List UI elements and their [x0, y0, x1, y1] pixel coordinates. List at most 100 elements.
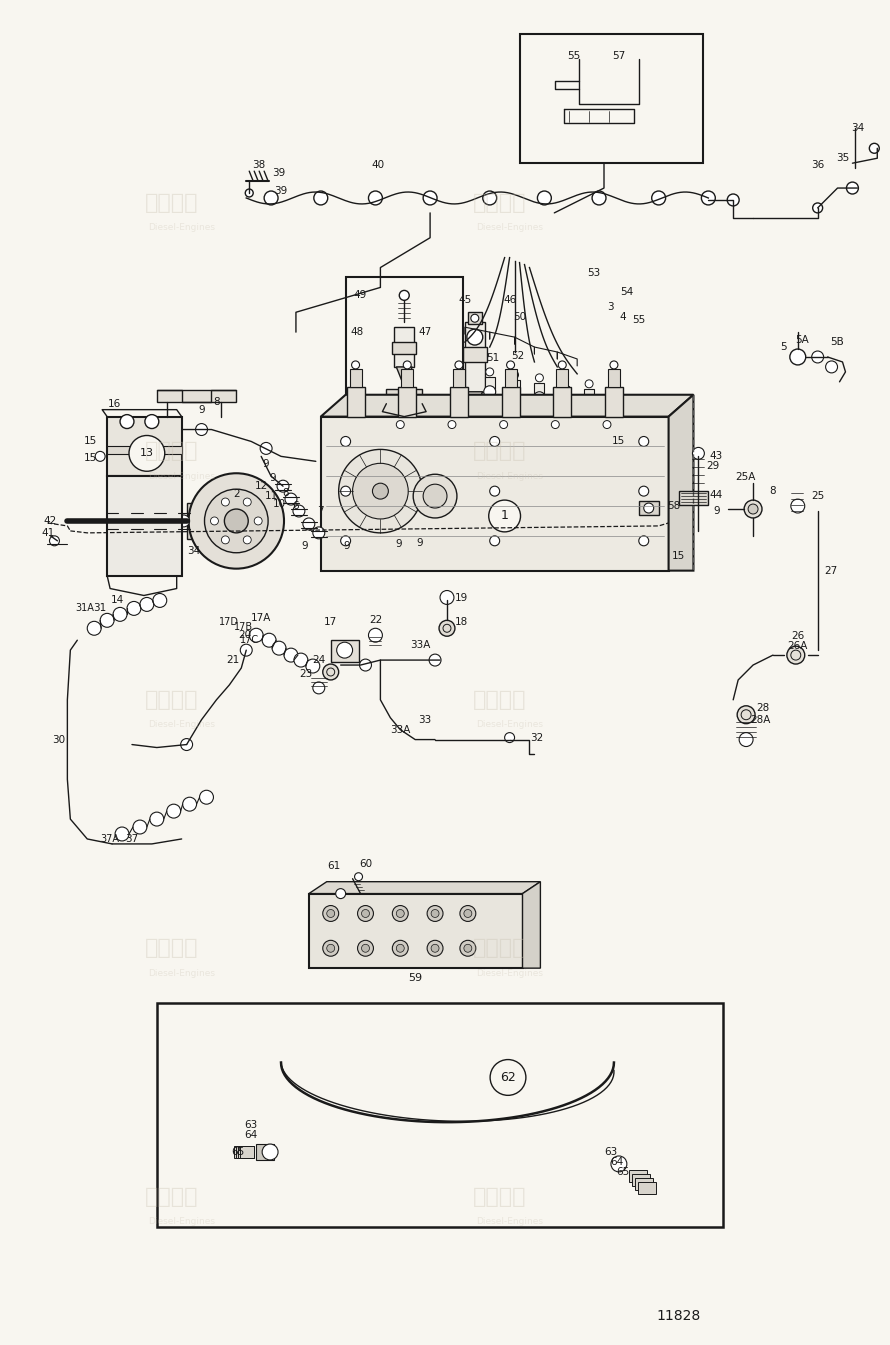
Text: 19: 19: [456, 593, 468, 604]
Text: 64: 64: [245, 1130, 258, 1141]
Circle shape: [120, 414, 134, 429]
Circle shape: [166, 804, 181, 818]
Polygon shape: [320, 394, 693, 417]
Text: 11828: 11828: [657, 1309, 700, 1323]
Circle shape: [639, 437, 649, 447]
Text: 55: 55: [632, 315, 645, 325]
Text: 18: 18: [456, 617, 468, 627]
Circle shape: [791, 499, 805, 512]
Circle shape: [490, 486, 499, 496]
Circle shape: [727, 194, 740, 206]
Text: 44: 44: [709, 490, 723, 500]
Bar: [639, 502, 659, 515]
Text: 49: 49: [354, 291, 368, 300]
Bar: [608, 369, 620, 387]
Circle shape: [182, 798, 197, 811]
Circle shape: [154, 515, 166, 527]
Bar: [256, 1145, 274, 1159]
Circle shape: [260, 443, 272, 455]
Bar: [107, 447, 182, 455]
Circle shape: [490, 437, 499, 447]
Circle shape: [558, 360, 566, 369]
Circle shape: [249, 628, 263, 642]
Bar: [638, 1182, 656, 1194]
Bar: [465, 323, 485, 391]
Circle shape: [263, 633, 276, 647]
Text: Diesel-Engines: Diesel-Engines: [476, 1217, 543, 1227]
Bar: [107, 417, 182, 476]
Text: 31A: 31A: [75, 604, 93, 613]
Circle shape: [285, 494, 297, 506]
Circle shape: [189, 473, 284, 569]
Circle shape: [789, 350, 805, 364]
Text: 26A: 26A: [788, 642, 808, 651]
Text: 5: 5: [781, 342, 787, 352]
Circle shape: [358, 905, 374, 921]
Circle shape: [323, 940, 339, 956]
Polygon shape: [396, 367, 412, 387]
Circle shape: [427, 905, 443, 921]
Circle shape: [358, 940, 374, 956]
Circle shape: [460, 940, 476, 956]
Text: 5A: 5A: [795, 335, 809, 346]
Circle shape: [536, 374, 544, 382]
Bar: [453, 369, 465, 387]
Circle shape: [558, 394, 570, 406]
Text: 63: 63: [604, 1147, 618, 1157]
Text: Diesel-Engines: Diesel-Engines: [148, 720, 215, 729]
Text: 紫发动力: 紫发动力: [473, 1186, 526, 1206]
Circle shape: [506, 360, 514, 369]
Circle shape: [293, 506, 305, 516]
Text: 紫发动力: 紫发动力: [473, 690, 526, 710]
Circle shape: [392, 940, 409, 956]
Circle shape: [361, 909, 369, 917]
Circle shape: [448, 421, 456, 429]
Text: 8: 8: [283, 488, 289, 498]
Text: 2: 2: [233, 490, 239, 499]
Circle shape: [224, 508, 248, 533]
Bar: [345, 277, 463, 397]
Text: 57: 57: [612, 51, 626, 61]
Text: 28: 28: [756, 703, 770, 713]
Circle shape: [255, 516, 263, 525]
Circle shape: [870, 144, 879, 153]
Text: 35: 35: [836, 153, 849, 163]
Circle shape: [115, 827, 129, 841]
Circle shape: [336, 642, 352, 658]
Text: Diesel-Engines: Diesel-Engines: [148, 1217, 215, 1227]
Circle shape: [538, 191, 551, 204]
Circle shape: [129, 436, 165, 471]
Bar: [556, 369, 568, 387]
Circle shape: [431, 944, 439, 952]
Circle shape: [50, 535, 60, 546]
Bar: [394, 327, 414, 367]
Circle shape: [508, 389, 521, 401]
Bar: [510, 379, 520, 420]
Circle shape: [327, 944, 335, 952]
Text: 65: 65: [231, 1147, 245, 1157]
Text: 29: 29: [707, 461, 720, 471]
Circle shape: [354, 873, 362, 881]
Circle shape: [812, 351, 823, 363]
Bar: [605, 387, 623, 417]
Text: 9: 9: [713, 506, 720, 516]
Circle shape: [396, 421, 404, 429]
Circle shape: [323, 664, 339, 681]
Text: 8: 8: [213, 397, 220, 406]
Text: 紫发动力: 紫发动力: [473, 192, 526, 213]
Text: Diesel-Engines: Diesel-Engines: [476, 472, 543, 480]
Circle shape: [95, 452, 105, 461]
Circle shape: [748, 504, 758, 514]
Text: 25: 25: [811, 491, 824, 502]
Text: 40: 40: [372, 160, 385, 171]
Text: 9: 9: [344, 541, 350, 551]
Circle shape: [352, 463, 409, 519]
Text: 32: 32: [530, 733, 543, 742]
Bar: [320, 417, 668, 570]
Circle shape: [592, 191, 606, 204]
Text: 9: 9: [395, 539, 401, 549]
Text: 17B: 17B: [234, 623, 253, 632]
Text: 21: 21: [227, 655, 240, 664]
Circle shape: [199, 791, 214, 804]
Circle shape: [511, 371, 519, 379]
